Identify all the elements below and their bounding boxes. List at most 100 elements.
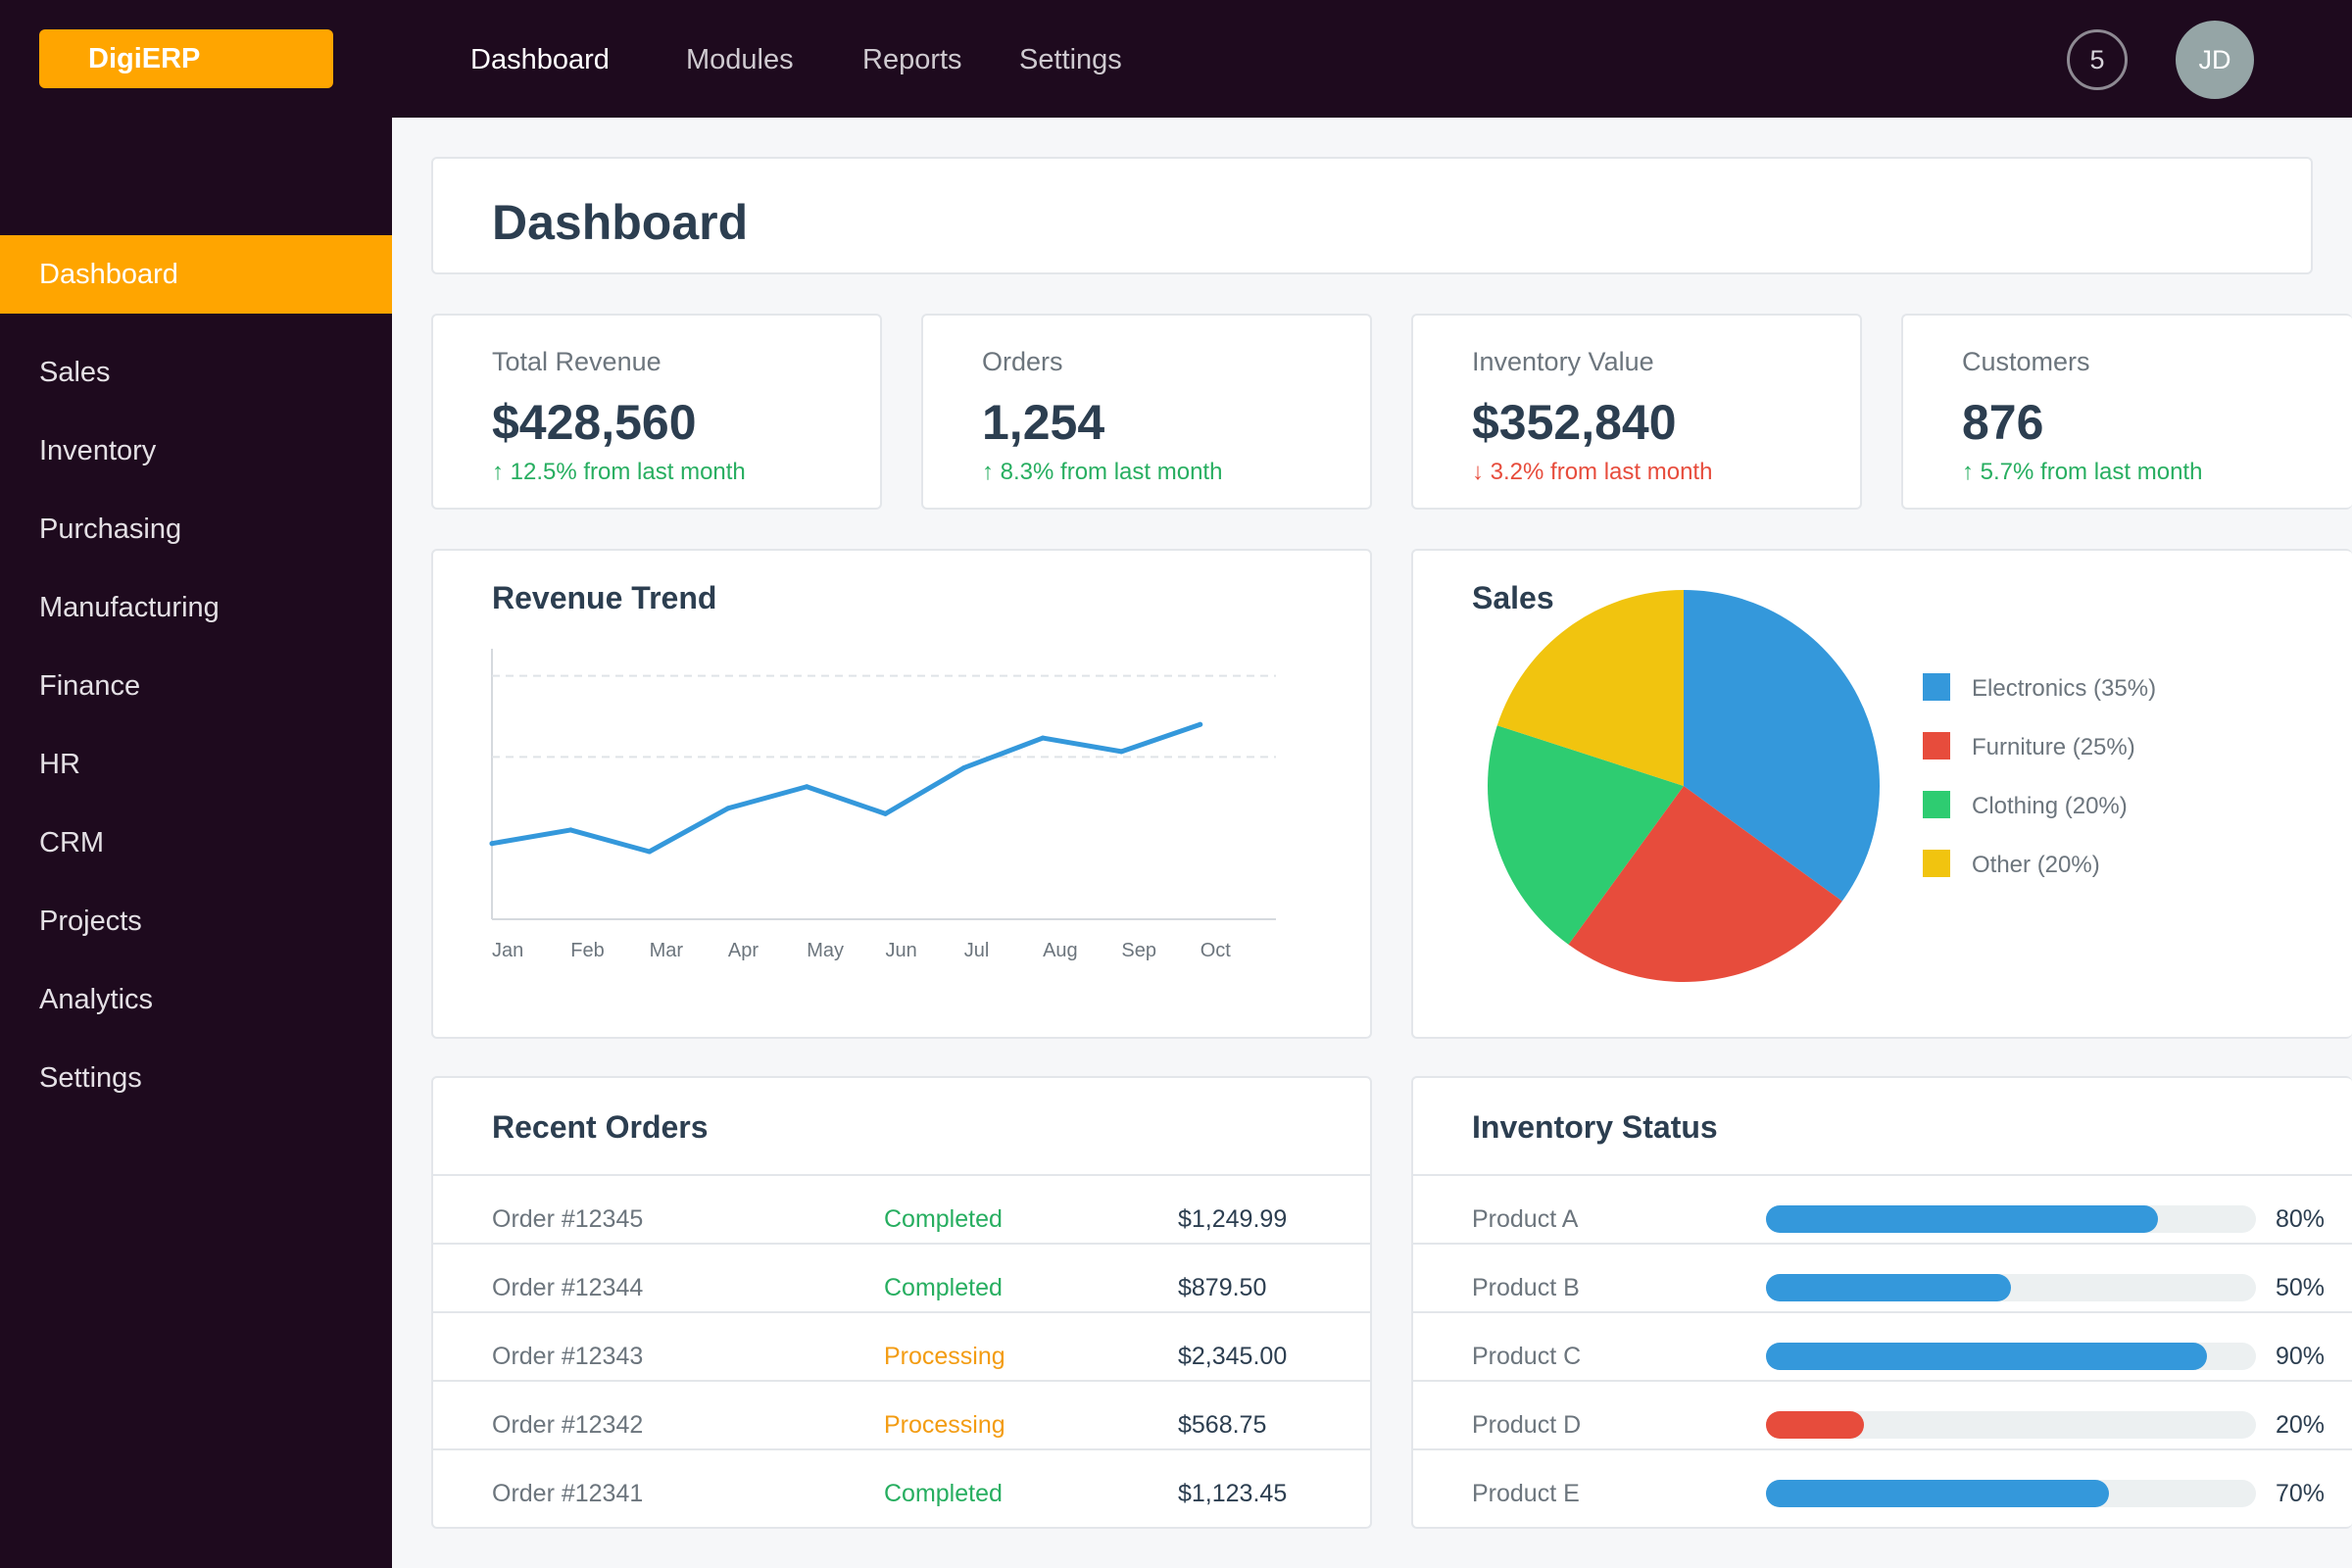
page-header-card: Dashboard [431, 157, 2313, 274]
x-tick-label: Oct [1200, 940, 1232, 961]
topnav-settings[interactable]: Settings [1019, 44, 1122, 75]
data-point [567, 827, 573, 833]
sidebar-item-purchasing[interactable]: Purchasing [39, 514, 182, 545]
stock-percent: 90% [2276, 1343, 2326, 1370]
sidebar-item-inventory[interactable]: Inventory [39, 435, 157, 466]
order-amount: $1,123.45 [1178, 1480, 1288, 1507]
product-name: Product E [1472, 1480, 1580, 1507]
stock-percent: 80% [2276, 1205, 2326, 1233]
sidebar-item-dashboard[interactable]: Dashboard [0, 235, 392, 314]
order-id[interactable]: Order #12344 [492, 1274, 644, 1301]
recent-orders-card: Recent Orders Order #12345 Completed $1,… [431, 1076, 1372, 1529]
x-tick-label: Jul [964, 940, 990, 961]
stat-change: ↑ 12.5% from last month [492, 459, 746, 485]
data-point [1040, 735, 1046, 741]
stock-percent: 70% [2276, 1480, 2326, 1507]
stat-card-total-revenue: Total Revenue $428,560 ↑ 12.5% from last… [431, 314, 882, 510]
sidebar-item-analytics[interactable]: Analytics [39, 984, 154, 1015]
order-id[interactable]: Order #12343 [492, 1343, 644, 1370]
divider [433, 1448, 1370, 1450]
x-tick-label: Sep [1121, 940, 1156, 961]
sales-card: Sales Electronics (35%) Furniture (25%) Cl… [1411, 549, 2352, 1039]
top-bar: DigiERP Dashboard Modules Reports Settin… [0, 0, 2352, 118]
data-point [725, 806, 731, 811]
product-name: Product B [1472, 1274, 1580, 1301]
sidebar-item-crm[interactable]: CRM [39, 827, 105, 858]
stat-value: $428,560 [492, 395, 697, 450]
stock-bar [1766, 1480, 2256, 1507]
stat-label: Orders [982, 347, 1063, 376]
divider [1413, 1311, 2352, 1313]
data-point [1198, 721, 1203, 727]
stock-bar [1766, 1343, 2256, 1370]
user-avatar[interactable]: JD [2176, 21, 2254, 99]
stat-label: Inventory Value [1472, 347, 1654, 376]
topnav-dashboard[interactable]: Dashboard [470, 44, 610, 75]
pie-slice [1496, 590, 1684, 786]
data-point [883, 810, 888, 816]
stat-value: 1,254 [982, 395, 1105, 450]
product-name: Product C [1472, 1343, 1582, 1370]
order-id[interactable]: Order #12341 [492, 1480, 644, 1507]
x-tick-label: Mar [650, 940, 684, 961]
x-tick-label: Aug [1043, 940, 1078, 961]
order-status: Completed [884, 1205, 1003, 1233]
pie-slice [1488, 725, 1684, 945]
order-status: Completed [884, 1480, 1003, 1507]
x-tick-label: May [807, 940, 844, 961]
revenue-series-line [489, 721, 1203, 855]
legend-label: Furniture (25%) [1972, 734, 2135, 760]
stock-percent: 20% [2276, 1411, 2326, 1439]
divider [433, 1174, 1370, 1176]
sidebar-item-hr[interactable]: HR [39, 749, 80, 780]
stock-bar-fill [1766, 1480, 2109, 1507]
divider [433, 1311, 1370, 1313]
data-point [489, 841, 495, 847]
divider [1413, 1243, 2352, 1245]
sales-pie-chart: Electronics (35%) Furniture (25%) Clothing… [1488, 590, 2156, 982]
inventory-status-title: Inventory Status [1472, 1109, 1718, 1145]
sidebar-item-manufacturing[interactable]: Manufacturing [39, 592, 220, 623]
stat-card-orders: Orders 1,254 ↑ 8.3% from last month [921, 314, 1372, 510]
inventory-status-card: Inventory Status Product A 80% Product B… [1411, 1076, 2352, 1529]
x-tick-label: Jan [492, 940, 523, 961]
divider [1413, 1380, 2352, 1382]
topnav-reports[interactable]: Reports [862, 44, 962, 75]
data-point [804, 784, 809, 790]
sidebar-item-sales[interactable]: Sales [39, 357, 111, 388]
sidebar-item-finance[interactable]: Finance [39, 670, 141, 702]
sidebar-item-projects[interactable]: Projects [39, 906, 142, 937]
divider [433, 1243, 1370, 1245]
divider [1413, 1448, 2352, 1450]
stock-bar-fill [1766, 1343, 2207, 1370]
sidebar-item-settings[interactable]: Settings [39, 1062, 142, 1094]
app-logo[interactable]: DigiERP [39, 29, 333, 88]
order-status: Completed [884, 1274, 1003, 1301]
stat-card-customers: Customers 876 ↑ 5.7% from last month [1901, 314, 2352, 510]
notification-badge[interactable]: 5 [2067, 29, 2128, 90]
divider [1413, 1174, 2352, 1176]
order-id[interactable]: Order #12342 [492, 1411, 644, 1439]
stock-bar-fill [1766, 1274, 2011, 1301]
order-amount: $879.50 [1178, 1274, 1267, 1301]
product-name: Product A [1472, 1205, 1579, 1233]
order-amount: $568.75 [1178, 1411, 1267, 1439]
x-tick-label: Apr [728, 940, 759, 961]
stock-bar-fill [1766, 1205, 2158, 1233]
sales-title: Sales [1472, 580, 1554, 615]
data-point [1118, 749, 1124, 755]
stat-value: $352,840 [1472, 395, 1677, 450]
sidebar: Dashboard Sales Inventory Purchasing Man… [0, 118, 392, 1568]
x-tick-label: Jun [886, 940, 917, 961]
divider [433, 1380, 1370, 1382]
order-id[interactable]: Order #12345 [492, 1205, 644, 1233]
data-point [647, 849, 653, 855]
order-status: Processing [884, 1411, 1005, 1439]
data-point [961, 764, 967, 770]
revenue-trend-card: Revenue Trend Jan Feb Mar Apr May Jun Jul Aug Se… [431, 549, 1372, 1039]
revenue-trend-title: Revenue Trend [492, 580, 717, 615]
stat-label: Total Revenue [492, 347, 662, 376]
topnav-modules[interactable]: Modules [686, 44, 794, 75]
legend-swatch [1923, 791, 1950, 818]
pie-slice [1684, 590, 1880, 902]
